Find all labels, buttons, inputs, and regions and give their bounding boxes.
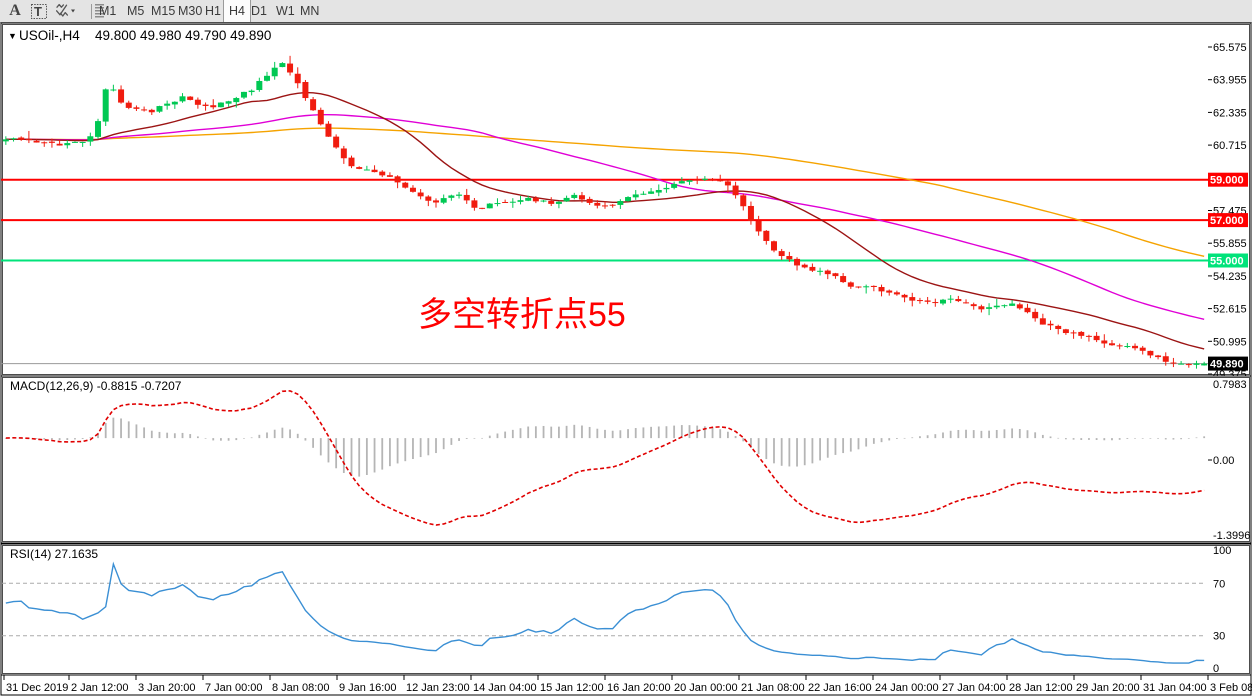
- svg-text:8 Jan 08:00: 8 Jan 08:00: [272, 682, 330, 694]
- svg-text:▼: ▼: [8, 31, 17, 41]
- svg-text:24 Jan 00:00: 24 Jan 00:00: [875, 682, 939, 694]
- svg-text:59.000: 59.000: [1210, 175, 1244, 187]
- svg-text:9 Jan 16:00: 9 Jan 16:00: [339, 682, 397, 694]
- svg-text:27 Jan 04:00: 27 Jan 04:00: [942, 682, 1006, 694]
- svg-text:63.955: 63.955: [1213, 75, 1247, 87]
- svg-text:70: 70: [1213, 578, 1225, 590]
- svg-text:16 Jan 20:00: 16 Jan 20:00: [607, 682, 671, 694]
- svg-text:15 Jan 12:00: 15 Jan 12:00: [540, 682, 604, 694]
- svg-text:12 Jan 23:00: 12 Jan 23:00: [406, 682, 470, 694]
- svg-text:-1.3996: -1.3996: [1213, 530, 1250, 542]
- svg-text:57.000: 57.000: [1210, 215, 1244, 227]
- svg-text:20 Jan 00:00: 20 Jan 00:00: [674, 682, 738, 694]
- svg-text:28 Jan 12:00: 28 Jan 12:00: [1009, 682, 1073, 694]
- svg-text:USOil-,H4: USOil-,H4: [19, 28, 80, 43]
- svg-text:29 Jan 20:00: 29 Jan 20:00: [1076, 682, 1140, 694]
- svg-text:3 Jan 20:00: 3 Jan 20:00: [138, 682, 196, 694]
- svg-text:65.575: 65.575: [1213, 42, 1247, 54]
- svg-text:MACD(12,26,9) -0.8815 -0.7207: MACD(12,26,9) -0.8815 -0.7207: [10, 379, 182, 393]
- svg-text:49.890: 49.890: [1210, 359, 1244, 371]
- svg-text:52.615: 52.615: [1213, 304, 1247, 316]
- svg-text:49.800 49.980 49.790 49.890: 49.800 49.980 49.790 49.890: [95, 28, 271, 43]
- svg-text:0.00: 0.00: [1213, 455, 1234, 467]
- svg-text:30: 30: [1213, 631, 1225, 643]
- svg-text:31 Jan 04:00: 31 Jan 04:00: [1143, 682, 1207, 694]
- svg-text:2 Jan 12:00: 2 Jan 12:00: [71, 682, 129, 694]
- svg-text:RSI(14) 27.1635: RSI(14) 27.1635: [10, 547, 98, 561]
- svg-text:22 Jan 16:00: 22 Jan 16:00: [808, 682, 872, 694]
- svg-text:31 Dec 2019: 31 Dec 2019: [6, 682, 68, 694]
- svg-text:55.855: 55.855: [1213, 238, 1247, 250]
- svg-text:7 Jan 00:00: 7 Jan 00:00: [205, 682, 263, 694]
- svg-text:3 Feb 08:00: 3 Feb 08:00: [1210, 682, 1252, 694]
- svg-text:0.7983: 0.7983: [1213, 379, 1247, 391]
- svg-text:60.715: 60.715: [1213, 140, 1247, 152]
- svg-text:50.995: 50.995: [1213, 336, 1247, 348]
- svg-text:54.235: 54.235: [1213, 271, 1247, 283]
- svg-text:55.000: 55.000: [1210, 256, 1244, 268]
- svg-text:62.335: 62.335: [1213, 107, 1247, 119]
- svg-text:100: 100: [1213, 545, 1231, 557]
- svg-text:14 Jan 04:00: 14 Jan 04:00: [473, 682, 537, 694]
- svg-text:21 Jan 08:00: 21 Jan 08:00: [741, 682, 805, 694]
- svg-text:多空转折点55: 多空转折点55: [418, 296, 626, 334]
- svg-text:0: 0: [1213, 663, 1219, 675]
